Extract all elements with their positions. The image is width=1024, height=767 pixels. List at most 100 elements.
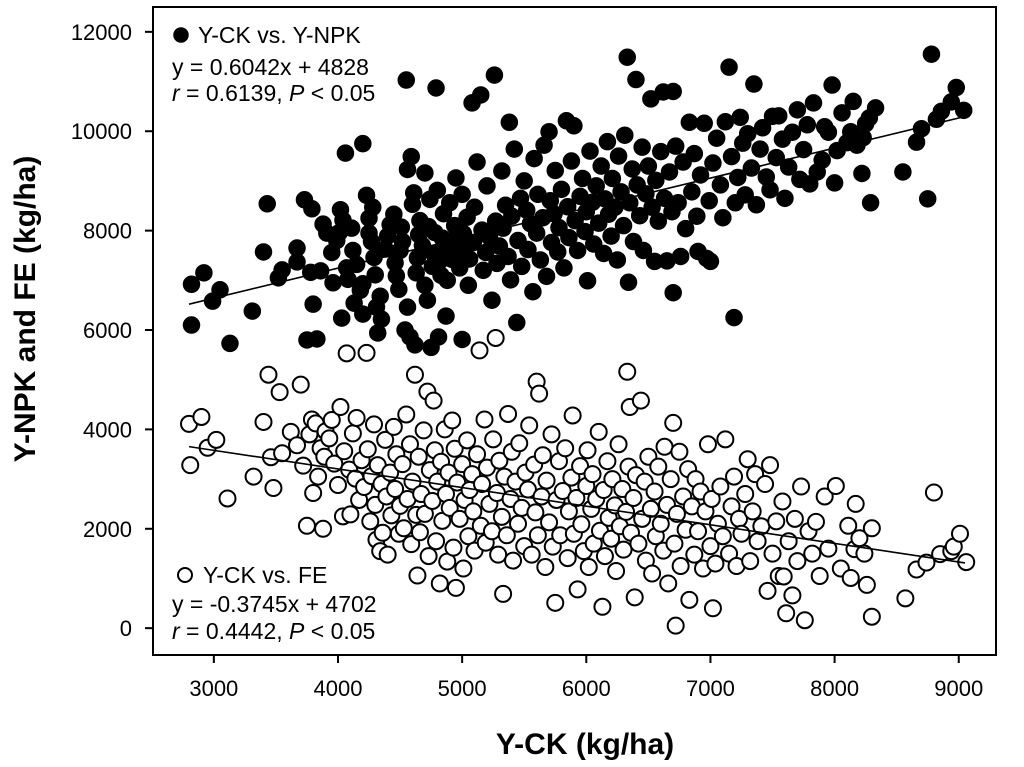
data-point-filled [555,259,573,277]
equation-fe: y = -0.3745x + 4702 [172,591,377,617]
data-point-open [291,375,310,394]
data-point-open [482,522,501,541]
data-point-open [618,362,637,381]
data-point-filled [779,158,798,176]
data-point-filled [474,261,492,280]
data-point-filled [515,172,533,190]
data-point-open [625,588,644,607]
data-point-filled [258,195,276,213]
data-point-open [270,383,289,402]
data-point-open [357,343,376,362]
legend-y-npk: Y-CK vs. Y-NPK y = 0.6042x + 4828 r = 0.… [172,22,375,106]
data-point-filled [861,194,880,212]
data-point-open [803,544,822,563]
data-point-open [758,581,777,600]
data-point-filled [598,132,617,151]
data-point-open [738,450,757,469]
data-point-open [464,502,483,521]
data-point-filled [669,194,687,212]
data-point-open [761,456,780,475]
data-point-filled [360,224,378,242]
data-point-open [810,566,829,585]
data-point-open [716,430,735,449]
data-point-filled [716,113,735,131]
data-point-open [409,447,428,466]
data-point-filled [619,273,638,292]
data-point-filled [825,174,844,192]
data-point-filled [603,169,622,188]
data-point-open [273,444,292,463]
data-point-filled [397,71,416,89]
data-point-open [384,417,403,436]
series-y-npk-points [182,45,973,357]
data-point-filled [243,302,262,320]
data-point-filled [464,233,483,252]
data-point-filled [747,196,766,214]
data-point-open [358,440,377,459]
data-point-open [665,534,684,553]
data-point-open [309,467,328,486]
data-point-open [655,437,674,456]
y-tick-label: 4000 [83,417,132,442]
data-point-filled [519,240,537,259]
data-point-filled [366,266,384,284]
data-point-open [402,535,421,554]
data-point-filled [711,176,730,194]
data-point-filled [736,186,754,204]
data-point-filled [922,45,941,63]
data-point-filled [558,198,577,216]
data-point-open [328,476,347,495]
x-tick-label: 9000 [934,676,983,701]
data-point-filled [671,247,690,266]
data-point-open [629,534,648,553]
data-point-open [857,575,876,594]
data-point-filled [652,142,670,161]
r-value: = 0.4442, [180,618,289,644]
data-point-filled [182,275,201,294]
data-point-open [504,551,523,570]
data-point-open [490,451,509,470]
data-point-open [643,564,662,583]
data-point-open [468,445,487,464]
data-point-open [598,452,617,471]
data-point-filled [437,307,455,325]
data-point-filled [501,271,520,289]
data-point-open [671,557,690,576]
data-point-open [783,586,802,605]
data-point-open [578,441,597,460]
data-point-open [556,439,575,458]
data-point-filled [453,185,471,204]
data-point-filled [731,108,749,127]
data-point-filled [221,334,239,353]
data-point-open [896,589,915,608]
data-point-filled [336,144,355,162]
data-point-filled [560,228,578,247]
data-point-open [322,410,341,429]
data-point-filled [602,227,620,245]
data-point-filled [729,168,747,187]
x-tick-label: 3000 [189,676,238,701]
data-point-filled [548,243,567,261]
data-point-filled [700,192,718,210]
data-point-open [484,430,503,449]
data-point-filled [354,275,372,293]
data-point-open [641,499,660,518]
data-point-open [405,365,424,384]
data-point-filled [683,183,701,201]
data-point-open [607,562,626,581]
data-point-open [649,457,668,476]
data-point-filled [503,207,521,225]
data-point-filled [440,194,459,212]
data-point-open [393,455,412,474]
data-point-open [659,574,678,593]
data-point-filled [634,241,653,260]
data-point-open [661,470,680,489]
data-point-open [546,593,565,612]
data-point-filled [552,180,571,199]
data-point-open [579,558,598,577]
data-point-filled [428,181,447,200]
data-point-filled [324,274,342,292]
data-point-filled [524,282,542,301]
data-point-open [530,384,549,403]
data-point-filled [512,257,531,276]
